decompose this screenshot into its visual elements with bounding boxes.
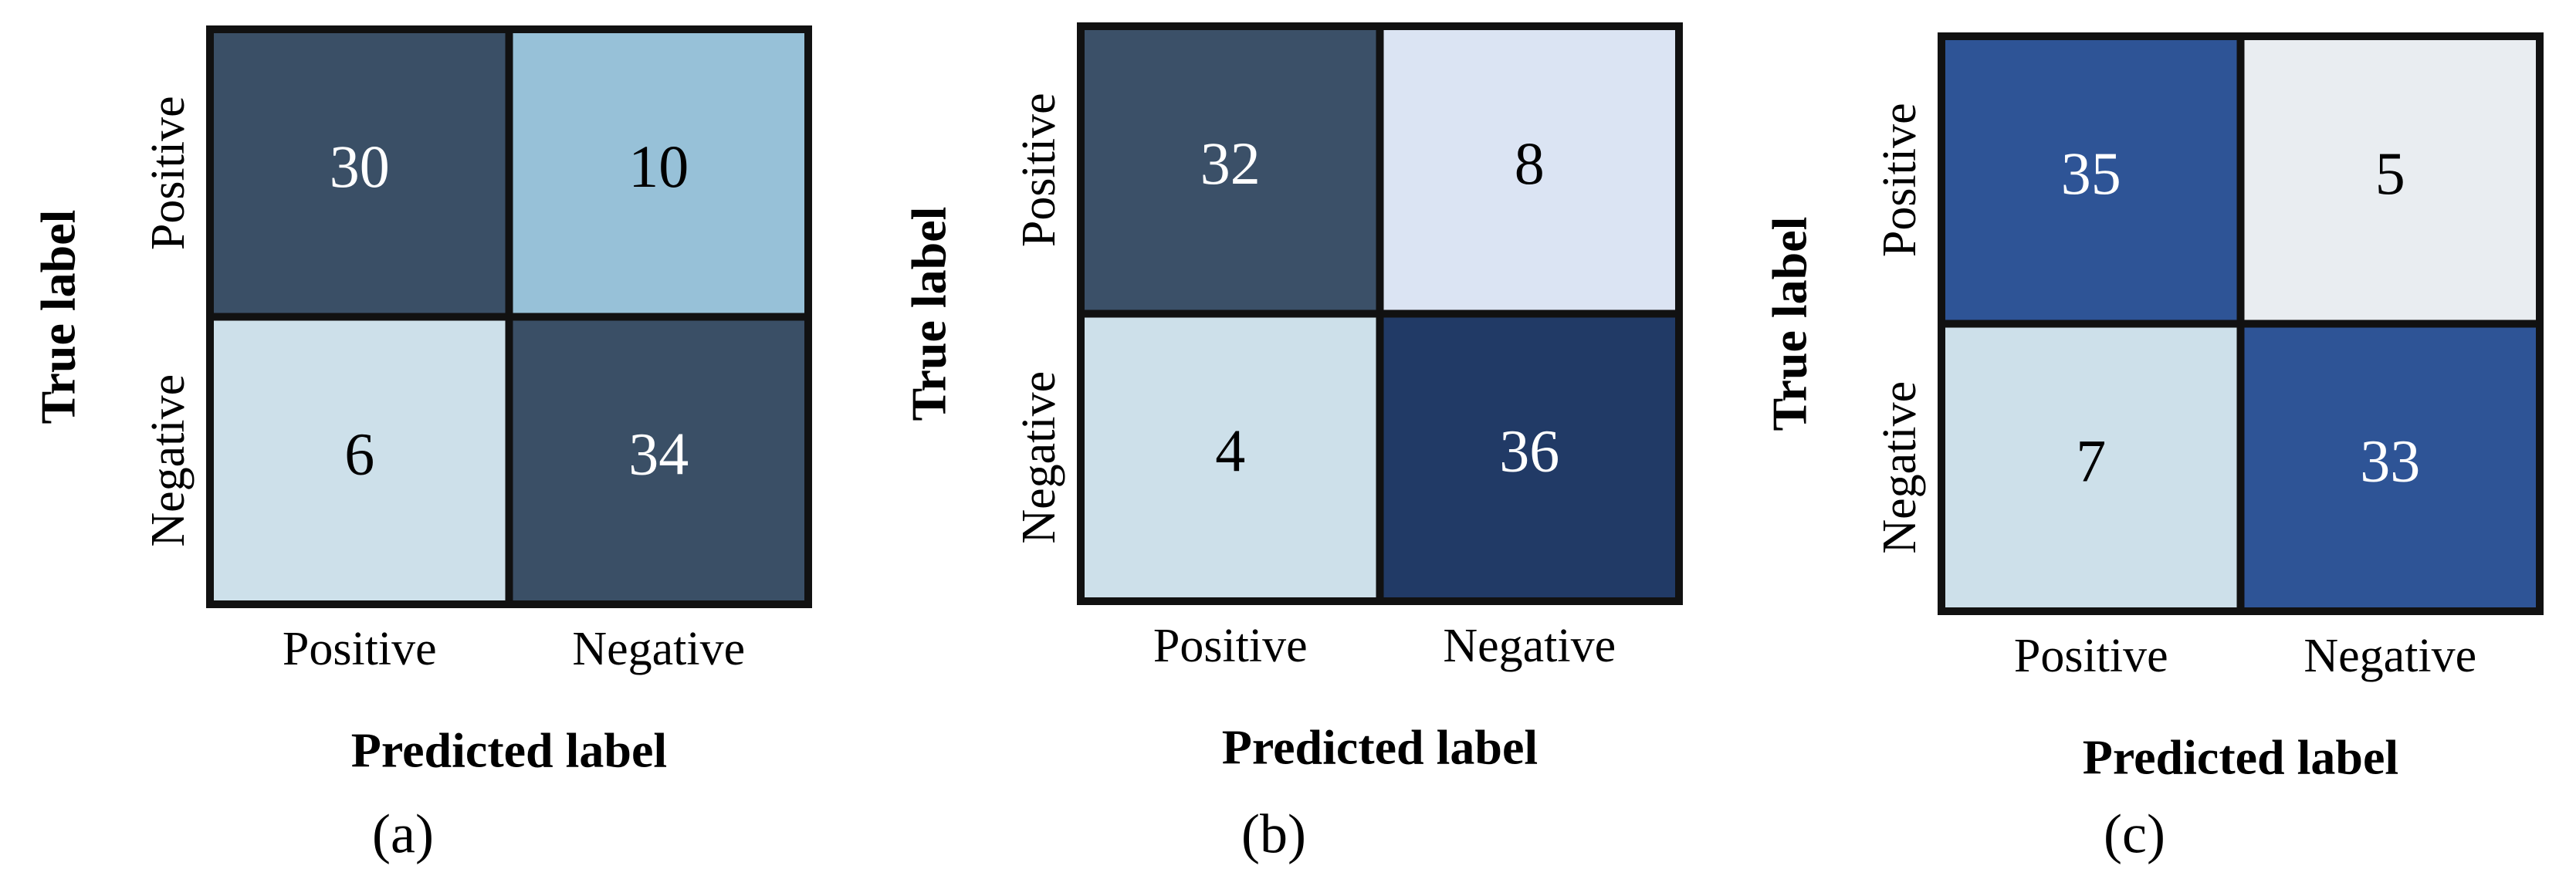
cell-value: 30 [330,133,390,200]
x-tick-label: Negative [572,623,745,675]
cell [505,25,812,321]
y-axis-label: True label [1762,217,1817,431]
cell-value: 35 [2061,140,2121,207]
cell-value: 34 [628,421,689,488]
y-tick-label: Negative [142,374,195,547]
cell [2236,320,2544,615]
cell [1077,309,1384,605]
x-tick-label: Positive [283,623,437,675]
y-axis-label: True label [902,207,956,421]
y-tick-label: Positive [1013,93,1065,247]
cell-value: 7 [2076,428,2106,495]
x-axis-label: Predicted label [351,723,667,778]
cell [206,25,513,321]
cell-value: 8 [1515,130,1545,197]
x-tick-label: Negative [2304,630,2476,682]
cell [206,313,513,608]
cell-value: 36 [1499,418,1559,485]
x-tick-label: Positive [1153,620,1308,672]
x-tick-label: Negative [1443,620,1616,672]
x-axis-label: Predicted label [2083,730,2398,785]
y-tick-label: Negative [1013,371,1065,544]
caption: (c) [2104,803,2165,865]
cell [505,313,812,608]
y-tick-label: Negative [1874,381,1926,554]
cell-value: 6 [344,421,374,488]
y-tick-label: Positive [1874,103,1926,257]
x-tick-label: Positive [2014,630,2168,682]
y-tick-label: Positive [142,96,195,250]
cell [1376,22,1683,318]
x-axis-label: Predicted label [1222,720,1538,775]
caption: (a) [372,803,434,865]
cell-value: 5 [2375,140,2405,207]
cell [2236,32,2544,328]
caption: (b) [1241,803,1306,865]
y-axis-label: True label [31,210,86,424]
cell-value: 33 [2360,428,2420,495]
cell-value: 4 [1215,418,1245,485]
cell-value: 32 [1200,130,1261,197]
cell-value: 10 [628,133,689,200]
cell [1376,309,1683,605]
